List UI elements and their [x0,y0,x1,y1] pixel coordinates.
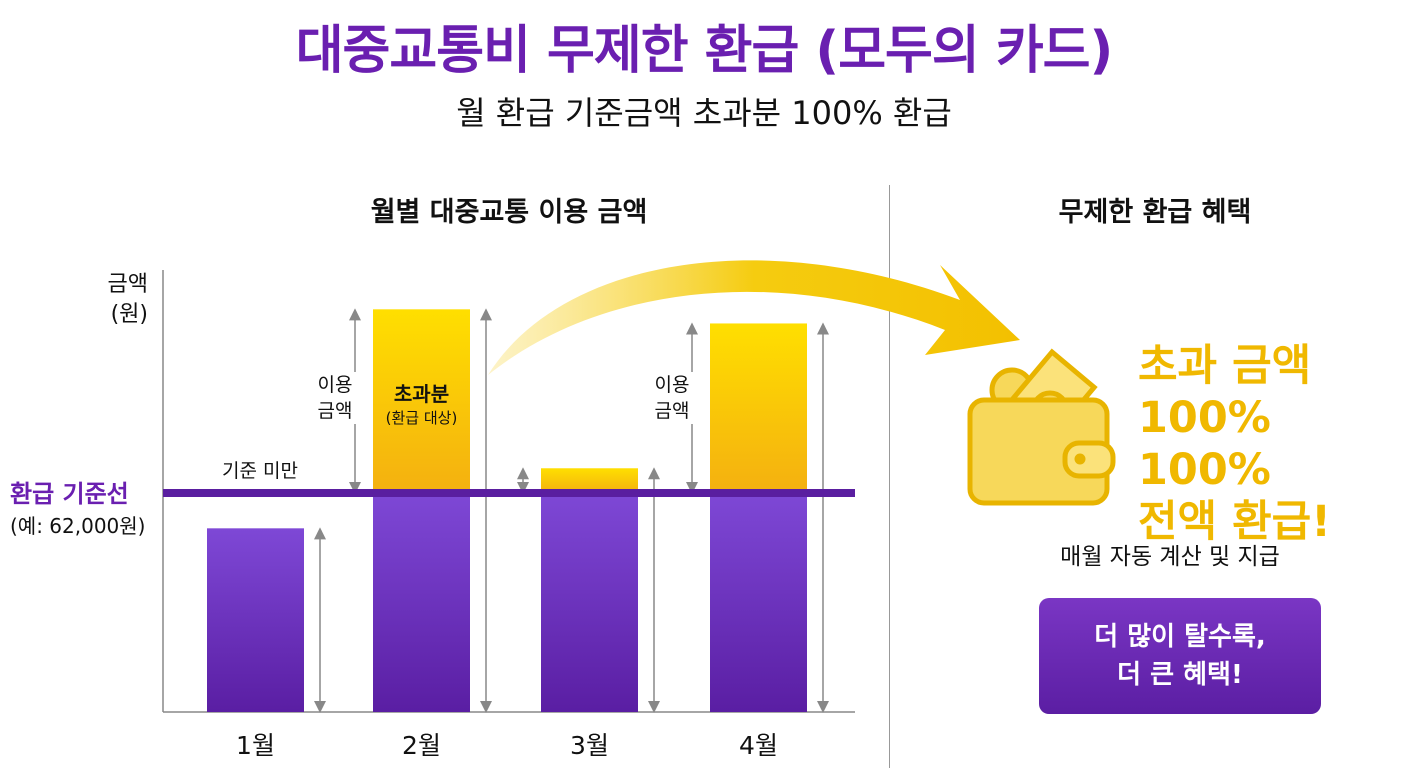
page-subtitle: 월 환급 기준금액 초과분 100% 환급 [456,94,952,132]
bar-1월 [207,528,304,712]
benefit-cta-box: 더 많이 탈수록, 더 큰 혜택! [1039,598,1321,714]
page-title: 대중교통비 무제한 환급 (모두의 카드) [295,21,1114,81]
cta-line1: 더 많이 탈수록, [1094,622,1266,652]
bar-base-4월 [710,493,807,712]
x-tick-label: 2월 [402,731,441,760]
headline-line1: 초과 금액 [1138,341,1312,391]
benefit-headline: 초과 금액 100% 100% 전액 환급! [1138,340,1408,548]
headline-line3: 전액 환급! [1138,497,1331,547]
usage-label-apr: 이용 금액 [642,372,702,424]
section-divider [889,185,890,768]
bar-base-2월 [373,493,470,712]
threshold-note: (예: 62,000원) [10,514,146,538]
auto-payment-note: 매월 자동 계산 및 지급 [1060,544,1280,570]
x-tick-label: 3월 [570,731,609,760]
benefit-title: 무제한 환급 혜택 [1058,197,1252,228]
below-threshold-label: 기준 미만 [222,460,298,482]
y-axis-label: 금액 (원) [108,270,148,330]
usage-label-line1: 이용 [654,374,690,396]
usage-label-line2: 금액 [317,400,353,422]
excess-label-note: (환급 대상) [385,409,458,427]
cta-line2: 더 큰 혜택! [1117,660,1243,690]
excess-label: 초과분 (환급 대상) [373,378,470,428]
x-tick-label: 1월 [236,731,275,760]
wallet-icon [967,348,1116,506]
bar-base-3월 [541,493,638,712]
usage-label-feb: 이용 금액 [305,372,365,424]
headline-line2: 100% 100% [1138,393,1271,495]
y-axis-label-line1: 금액 [107,272,148,297]
excess-label-title: 초과분 [393,382,450,406]
usage-label-line1: 이용 [317,374,353,396]
bar-excess-3월 [541,468,638,493]
usage-label-line2: 금액 [654,400,690,422]
bar-excess-4월 [710,323,807,493]
x-tick-label: 4월 [739,731,778,760]
bar-excess-2월 [373,309,470,493]
threshold-label: 환급 기준선 [10,480,129,508]
chart-title: 월별 대중교통 이용 금액 [370,197,648,228]
y-axis-label-line2: (원) [110,302,148,327]
curved-arrow-icon [488,260,1020,375]
